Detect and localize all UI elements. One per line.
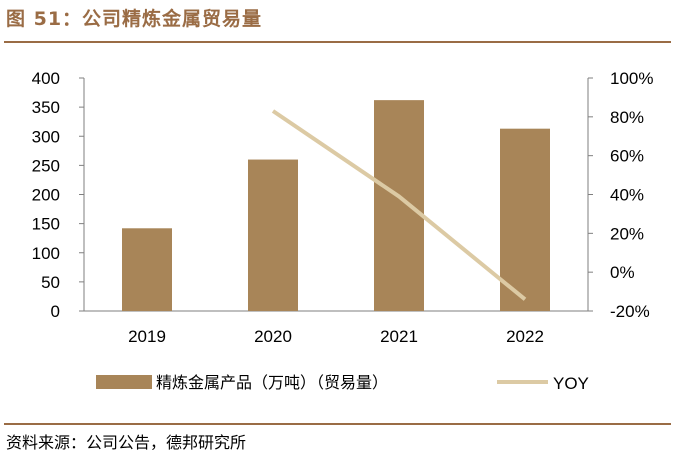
x-tick-label: 2022 [506, 327, 544, 346]
right-tick-label: -20% [610, 302, 650, 321]
bar [374, 100, 424, 311]
bar [248, 159, 298, 311]
left-tick-label: 100 [32, 244, 60, 263]
bar [500, 128, 550, 311]
source-divider [4, 423, 671, 425]
right-tick-label: 20% [610, 224, 644, 243]
x-tick-label: 2020 [254, 327, 292, 346]
x-tick-label: 2019 [128, 327, 166, 346]
bar-series [122, 100, 550, 311]
left-tick-label: 150 [32, 215, 60, 234]
legend-bar-swatch [96, 375, 152, 389]
left-tick-label: 350 [32, 98, 60, 117]
title-divider [4, 41, 671, 43]
right-tick-labels: -20% 0% 20% 40% 60% 80% 100% [610, 69, 653, 321]
yoy-line [271, 109, 527, 301]
bar [122, 228, 172, 311]
left-tick-label: 50 [41, 273, 60, 292]
legend-bar-label: 精炼金属产品（万吨）（贸易量） [156, 373, 388, 392]
figure-title: 图 51：公司精炼金属贸易量 [6, 8, 263, 30]
source-note: 资料来源：公司公告，德邦研究所 [6, 433, 247, 452]
left-tick-labels: 0 50 100 150 200 250 300 350 400 [32, 69, 60, 321]
legend-line-label: YOY [553, 374, 589, 393]
legend: 精炼金属产品（万吨）（贸易量） YOY [96, 373, 589, 393]
right-tick-label: 40% [610, 186, 644, 205]
left-tick-label: 250 [32, 156, 60, 175]
left-tick-label: 200 [32, 186, 60, 205]
x-tick-label: 2021 [380, 327, 418, 346]
right-tick-label: 100% [610, 69, 653, 88]
left-tick-label: 400 [32, 69, 60, 88]
right-tick-label: 0% [610, 263, 635, 282]
right-tick-label: 80% [610, 108, 644, 127]
x-tick-labels: 2019 2020 2021 2022 [128, 327, 544, 346]
left-tick-label: 0 [51, 302, 60, 321]
left-tick-label: 300 [32, 127, 60, 146]
right-tick-label: 60% [610, 147, 644, 166]
yoy-series [271, 109, 527, 301]
